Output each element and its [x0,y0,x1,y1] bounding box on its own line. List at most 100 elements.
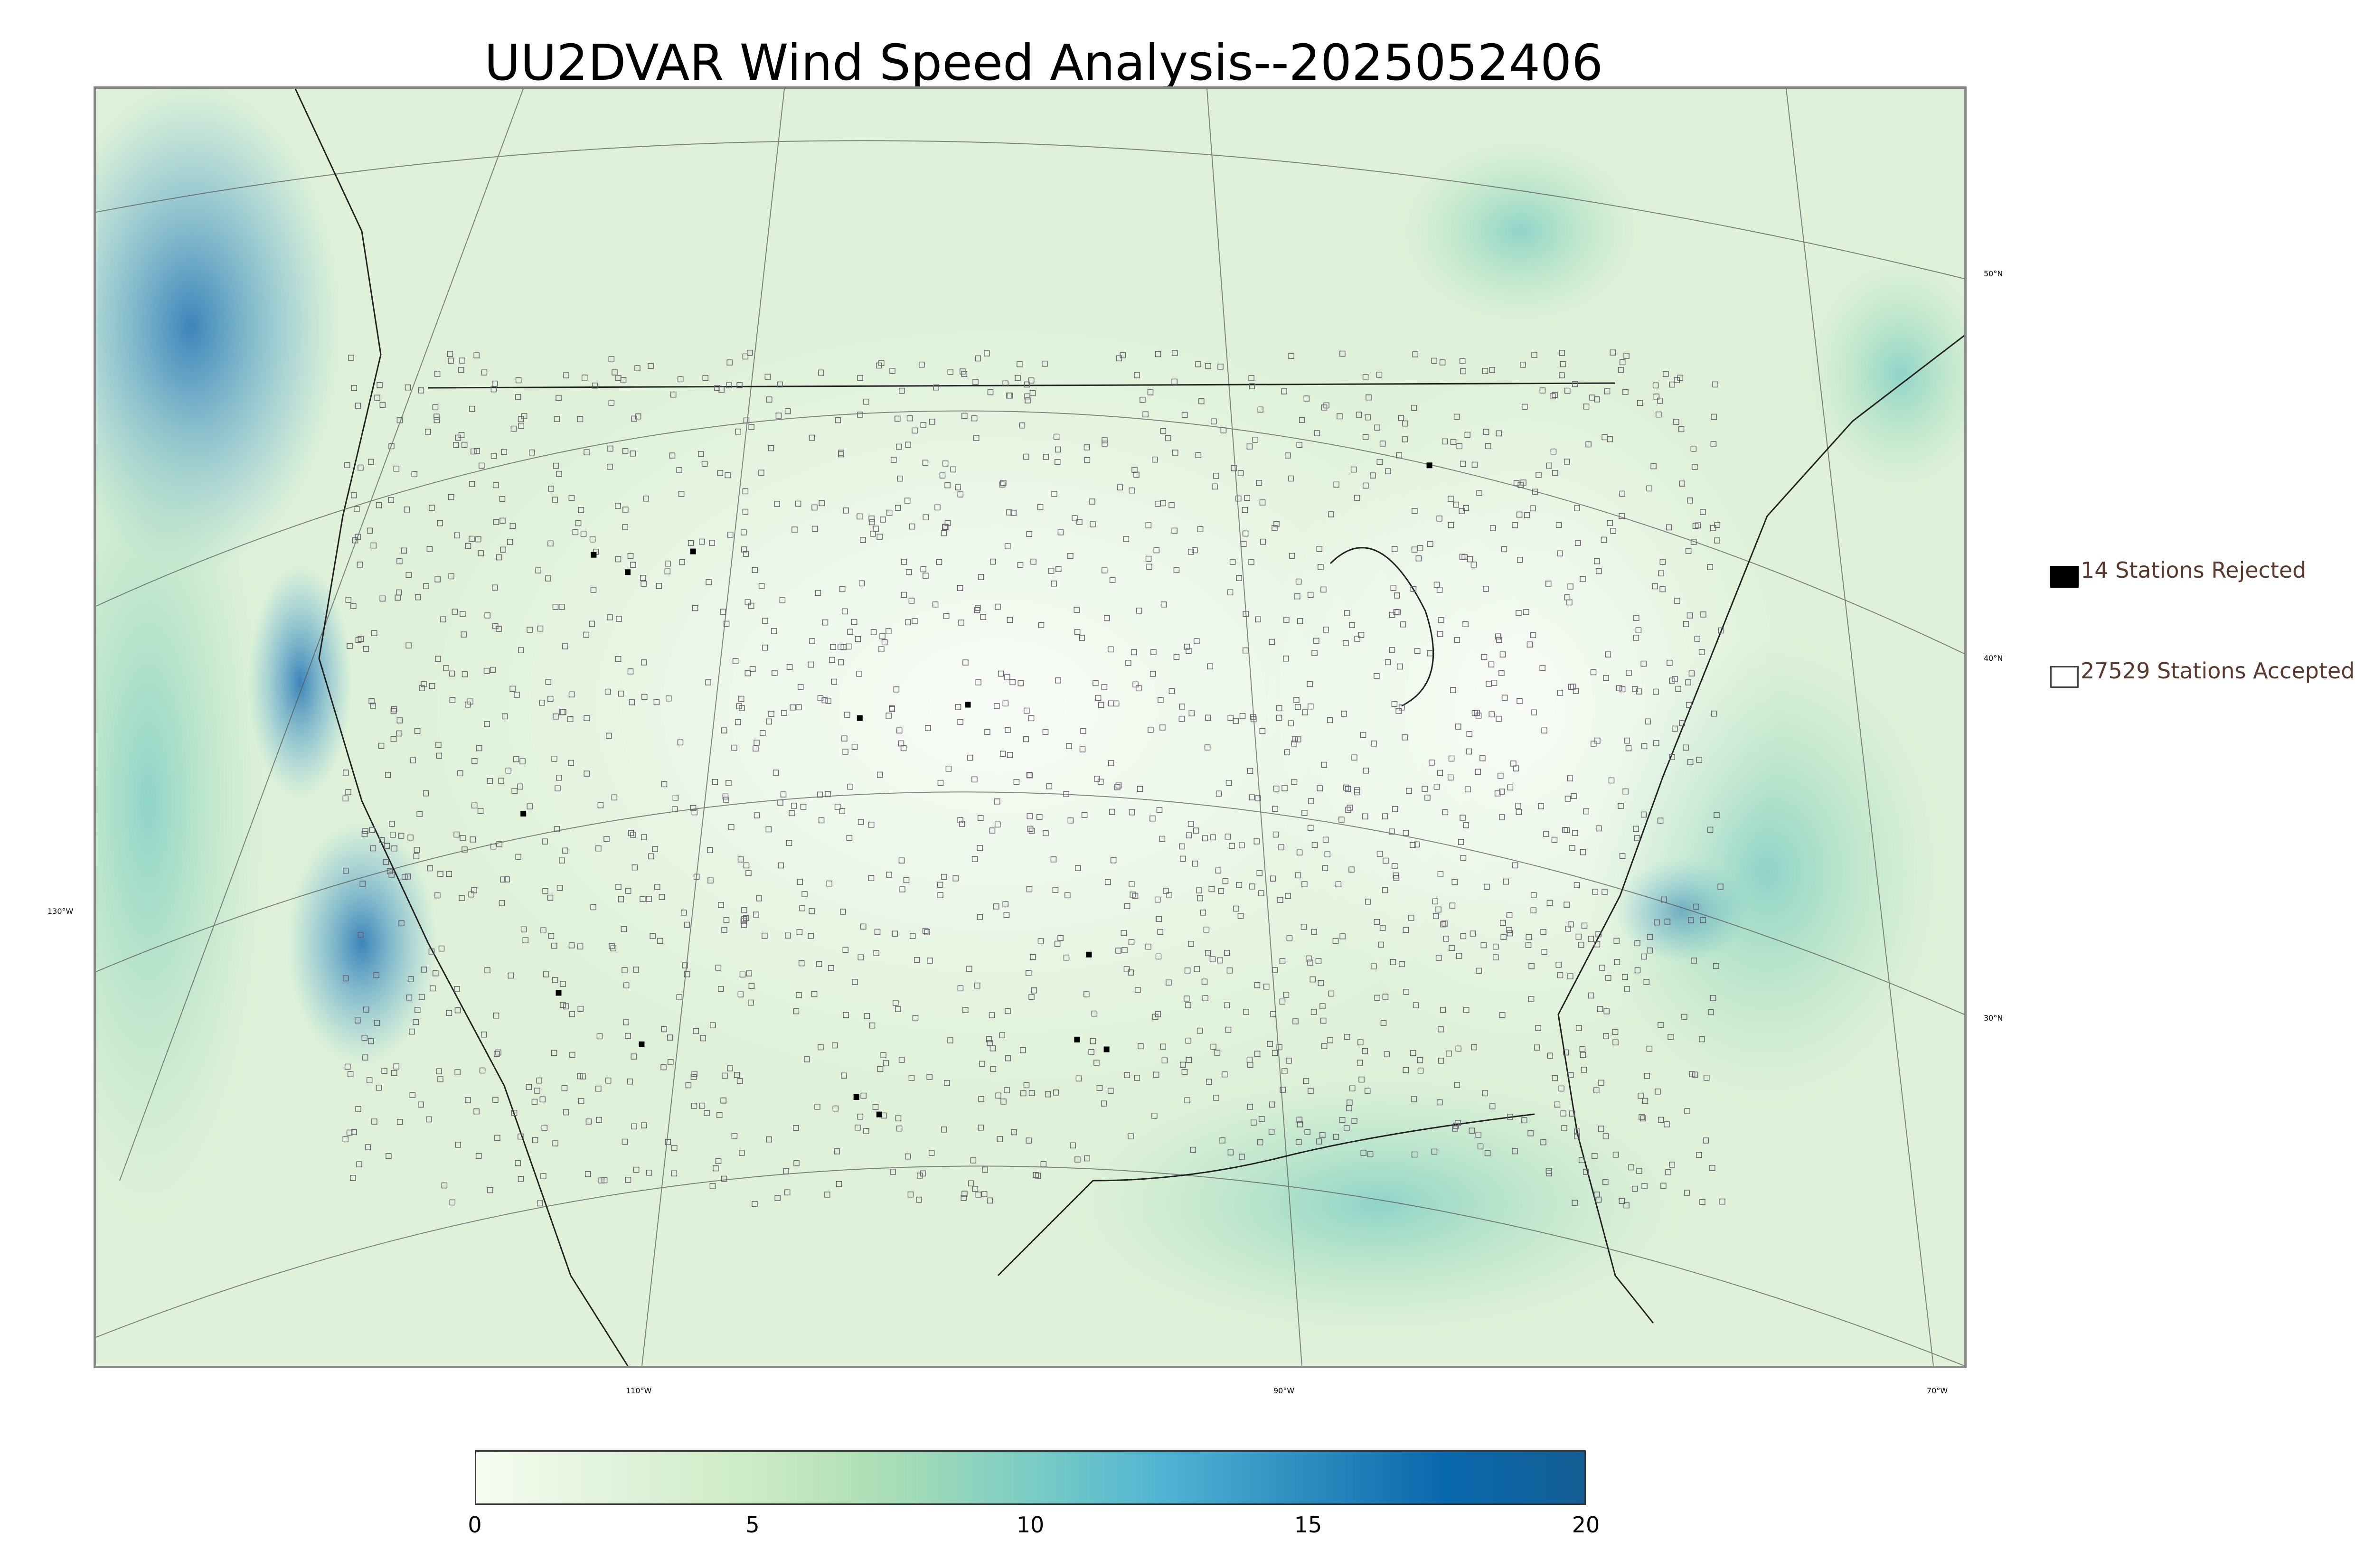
station-accepted [901,592,907,598]
station-accepted [346,1129,353,1136]
station-accepted [1580,849,1586,855]
station-accepted [1258,890,1264,896]
station-accepted [1206,1079,1212,1085]
station-accepted [1669,381,1675,388]
station-accepted [980,614,987,620]
station-accepted [1074,1156,1081,1163]
station-accepted [1319,1003,1326,1009]
station-accepted [409,1092,416,1098]
lon-label-110w: 110°W [626,1386,652,1395]
station-accepted [1560,361,1566,367]
station-accepted [545,679,552,685]
station-accepted [436,752,443,759]
station-accepted [1272,967,1278,973]
station-accepted [537,625,544,632]
station-accepted [1634,967,1641,974]
station-accepted [1438,617,1444,623]
station-accepted [368,698,375,704]
station-accepted [1681,1014,1687,1020]
station-accepted [1672,725,1678,732]
station-accepted [436,1068,442,1074]
station-accepted [1667,1033,1674,1040]
station-accepted [1157,929,1164,935]
station-accepted [1295,578,1302,585]
map-panel[interactable] [94,86,1967,1368]
station-accepted [1622,389,1629,395]
station-accepted [1343,640,1349,647]
station-accepted [559,709,565,715]
station-accepted [1133,471,1140,478]
station-accepted [603,836,610,842]
station-accepted [987,1197,993,1204]
station-accepted [390,708,397,714]
station-accepted [1572,1200,1578,1206]
station-accepted [577,1005,584,1012]
station-accepted [838,659,844,666]
station-accepted [924,929,930,936]
station-accepted [366,1077,373,1083]
station-accepted [1382,887,1388,893]
station-accepted [1138,1043,1144,1050]
station-accepted [1135,685,1142,692]
station-accepted [426,546,433,552]
station-accepted [857,819,864,825]
station-accepted [1195,361,1201,367]
station-accepted [1124,903,1130,909]
station-accepted [396,417,403,423]
station-accepted [841,735,848,742]
station-accepted [363,646,369,652]
station-accepted [1338,817,1345,823]
station-accepted [1562,827,1568,834]
station-accepted [1552,470,1558,476]
station-accepted [1150,649,1157,655]
station-accepted [923,514,929,521]
station-accepted [950,466,956,473]
station-accepted [1258,1116,1265,1122]
station-accepted [499,900,505,906]
station-accepted [1020,1047,1026,1053]
station-accepted [563,1003,569,1010]
station-accepted [758,583,765,589]
station-accepted [1378,941,1384,948]
station-accepted [1581,922,1588,929]
station-accepted [1594,941,1601,948]
station-accepted [388,497,395,503]
station-accepted [351,1129,357,1136]
station-accepted [785,932,791,939]
station-accepted [1710,995,1716,1001]
station-accepted [551,756,557,762]
station-accepted [868,875,875,882]
station-accepted [446,1010,452,1016]
station-accepted [1429,760,1435,766]
station-accepted [1185,1002,1191,1008]
station-accepted [1484,1150,1491,1156]
station-accepted [836,1181,842,1187]
station-accepted [1354,636,1360,642]
station-accepted [1024,381,1030,388]
station-accepted [1499,814,1505,820]
station-accepted [390,736,397,742]
station-accepted [354,506,360,512]
station-accepted [1233,718,1239,724]
station-accepted [765,826,772,833]
station-accepted [1349,1085,1356,1091]
station-accepted [1364,1088,1371,1094]
station-accepted [1463,505,1469,511]
station-accepted [1308,798,1314,804]
station-accepted [1004,1087,1010,1093]
station-accepted [704,1110,710,1116]
station-accepted [358,464,364,471]
station-accepted [650,933,656,939]
station-accepted [1347,1099,1353,1106]
station-accepted [532,1137,538,1144]
station-accepted [893,686,900,693]
baja-wind [286,820,438,1067]
station-accepted [597,802,604,808]
station-accepted [1356,412,1362,418]
station-accepted [1510,761,1517,767]
station-accepted [839,808,846,814]
station-accepted [1583,404,1590,410]
station-accepted [1616,685,1622,692]
station-accepted [568,760,574,766]
station-accepted [1595,931,1602,938]
